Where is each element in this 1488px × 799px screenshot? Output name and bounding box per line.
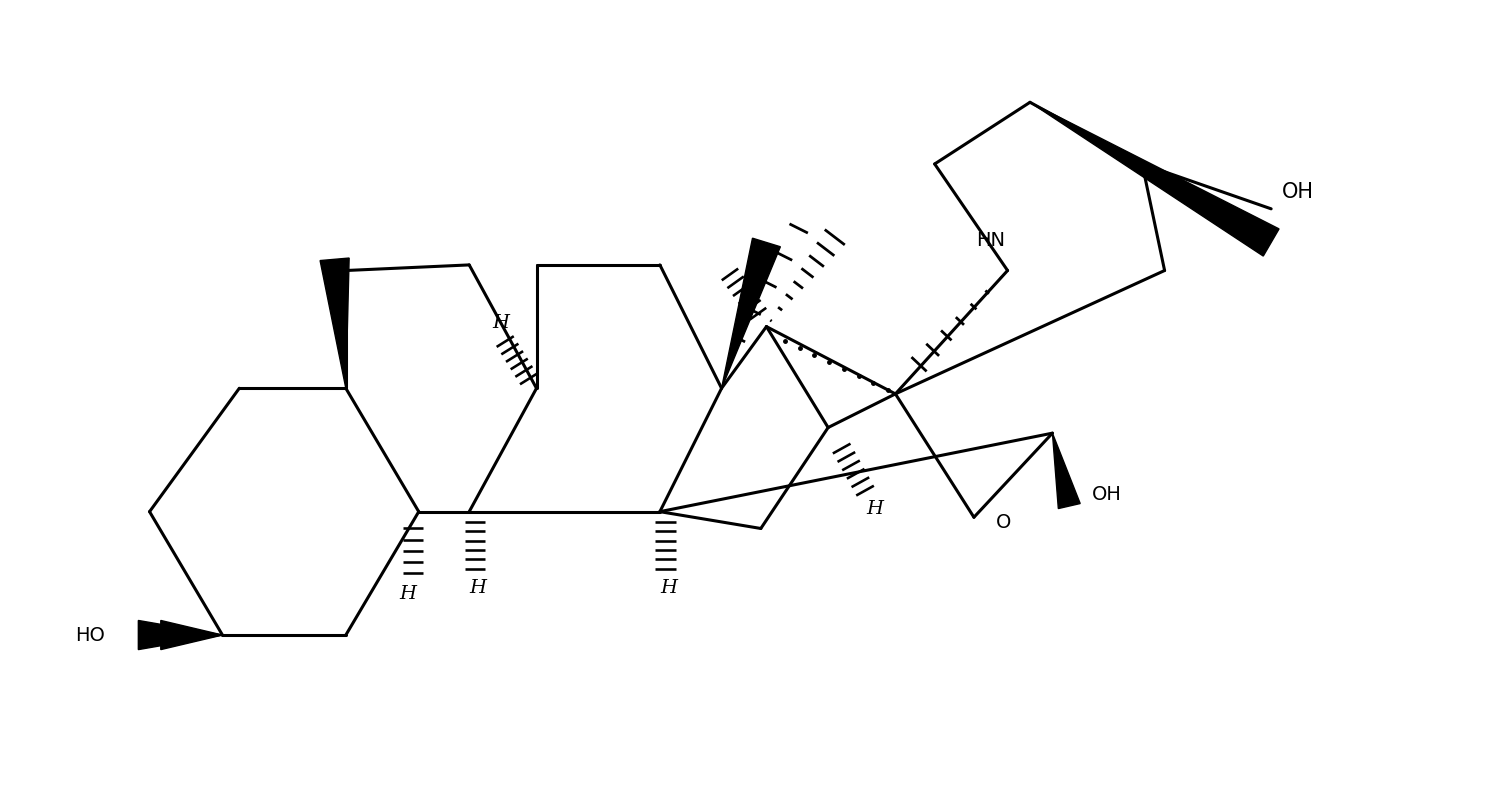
- Text: O: O: [997, 514, 1012, 532]
- Text: H: H: [470, 579, 487, 597]
- Text: H: H: [493, 314, 509, 332]
- Polygon shape: [1030, 102, 1280, 256]
- Text: H: H: [399, 585, 417, 602]
- Polygon shape: [161, 621, 223, 650]
- Text: H: H: [661, 579, 677, 597]
- Polygon shape: [320, 258, 350, 388]
- Text: H: H: [866, 500, 884, 519]
- Text: HO: HO: [74, 626, 104, 645]
- Polygon shape: [722, 238, 780, 388]
- Polygon shape: [1052, 433, 1080, 509]
- Text: OH: OH: [1092, 485, 1122, 504]
- Text: HN: HN: [976, 232, 1006, 250]
- Text: OH: OH: [1283, 182, 1314, 202]
- Polygon shape: [138, 621, 223, 650]
